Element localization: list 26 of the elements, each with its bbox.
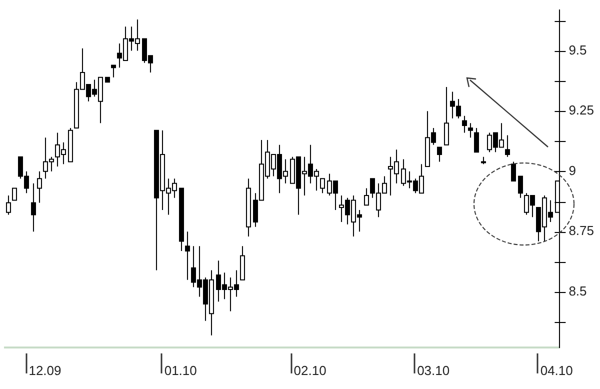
y-tick-label: 8.5 xyxy=(568,284,587,299)
candlestick xyxy=(31,182,36,232)
x-tick-label: 01.10 xyxy=(164,362,197,378)
candlestick xyxy=(511,161,516,182)
y-tick-label: 9.5 xyxy=(568,42,587,58)
candlestick xyxy=(462,115,467,134)
x-tick-label: 02.10 xyxy=(294,362,326,378)
candlestick xyxy=(6,194,11,216)
x-tick-label: 03.10 xyxy=(417,362,450,378)
x-tick-label: 12.09 xyxy=(28,362,62,378)
candlestick xyxy=(320,178,325,194)
candlestick xyxy=(364,188,369,206)
x-tick-label: 04.10 xyxy=(540,362,573,378)
candlestick xyxy=(444,86,449,146)
candlestick xyxy=(12,188,17,201)
y-tick-label: 9.25 xyxy=(568,102,594,118)
candlestick xyxy=(505,134,510,158)
y-tick-label: 8.75 xyxy=(568,223,594,238)
candlestick xyxy=(468,122,473,138)
candlestick xyxy=(437,146,442,162)
y-tick-label: 9 xyxy=(568,162,576,178)
candlestick xyxy=(37,170,42,204)
candlestick xyxy=(185,231,190,280)
candlestick xyxy=(111,64,116,78)
candlestick xyxy=(474,127,479,153)
candlestick xyxy=(518,176,523,198)
